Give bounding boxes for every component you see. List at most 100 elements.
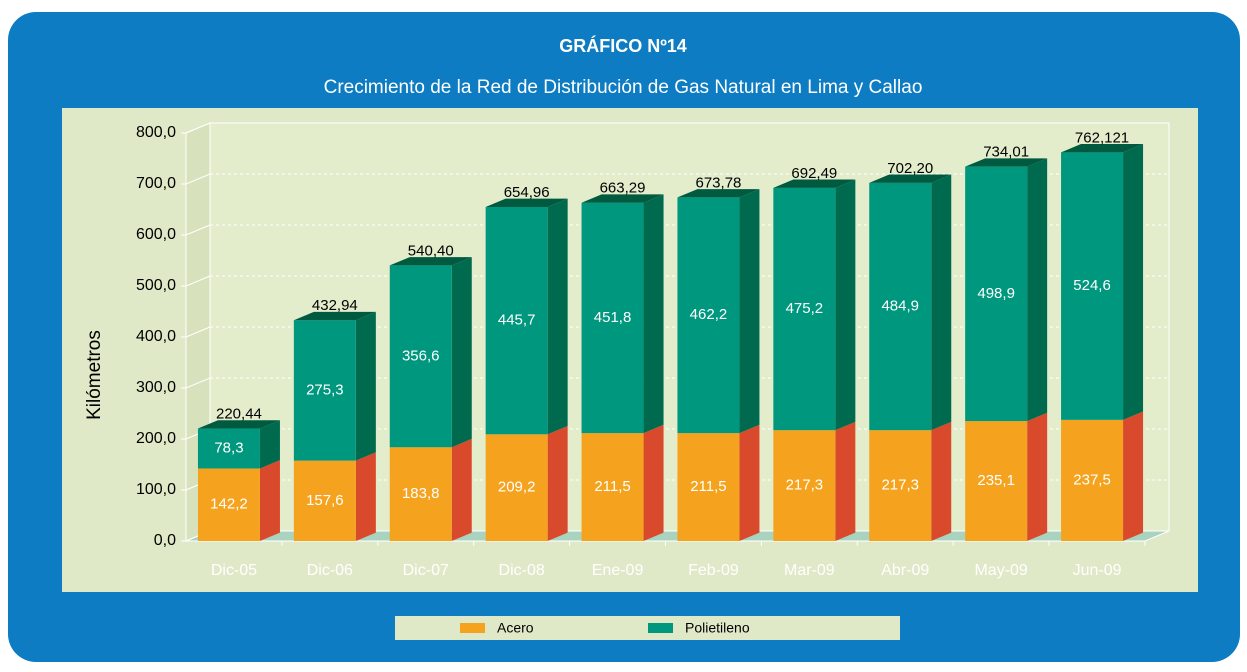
grid-line-side [185,326,211,338]
bar [389,265,452,448]
bar-side [739,189,760,434]
bar-side [739,424,760,541]
value-label: 235,1 [977,472,1015,489]
total-label: 654,96 [504,184,550,201]
x-tick-label: Feb-09 [688,562,739,579]
bar-top [389,257,472,266]
total-label: 692,49 [791,165,837,182]
y-axis-label: Kilómetros [84,330,105,420]
bar-side [259,420,280,469]
value-label: 211,5 [594,478,630,495]
value-label: 217,3 [881,477,919,494]
y-tick-label: 0,0 [154,532,176,549]
bar [677,433,740,541]
bar [581,433,644,541]
bar-side [355,452,376,541]
bar [1061,152,1124,420]
x-tick-label: Jun-09 [1073,562,1122,579]
total-label: 540,40 [408,242,454,259]
bar-top [1061,143,1144,153]
total-label: 702,20 [887,160,933,177]
bar [869,182,932,431]
bar-top [197,420,280,429]
value-label: 445,7 [498,312,536,329]
bar [197,428,260,469]
bar-side [259,460,280,541]
bar-side [355,311,376,461]
bar-top [773,179,856,188]
total-label: 220,44 [216,406,262,423]
bar-side [835,421,856,541]
y-tick-label: 600,0 [136,226,176,243]
chart-subtitle: Crecimiento de la Red de Distribución de… [324,77,923,98]
total-label: 432,94 [312,297,358,314]
bar-side [931,174,952,431]
total-label: 762,121 [1075,129,1129,146]
value-label: 524,6 [1073,277,1111,294]
total-label: 673,78 [696,174,742,191]
y-tick-label: 700,0 [136,175,176,192]
bar [485,434,548,541]
x-tick-label: Dic-08 [499,562,545,579]
bar-top [485,198,568,208]
value-label: 498,9 [977,285,1015,302]
legend-label: Acero [497,620,534,636]
y-tick-label: 500,0 [136,277,176,294]
bar [773,187,836,431]
y-tick-label: 800,0 [136,124,176,141]
x-tick-label: Ene-09 [592,562,644,579]
legend-swatch [460,623,485,633]
legend-label: Polietileno [685,620,750,636]
bar-side [1027,412,1048,541]
bar-top [293,311,376,321]
bar-top [581,194,664,203]
grid-line-side [185,122,211,134]
bar-side [547,198,568,435]
bar [197,468,260,541]
bar-side [643,194,664,434]
total-label: 734,01 [983,144,1029,161]
bar-side [451,257,472,448]
legend-swatch [648,623,673,633]
x-tick-label: Dic-07 [403,562,449,579]
x-tick-label: May-09 [974,562,1027,579]
bar-top [677,189,760,198]
x-tick-label: Dic-06 [307,562,353,579]
value-label: 475,2 [786,300,824,317]
y-tick-label: 100,0 [136,481,176,498]
value-label: 183,8 [402,485,440,502]
value-label: 78,3 [214,439,243,456]
value-label: 356,6 [402,347,440,364]
bar-top [965,158,1048,167]
grid-line-side [185,377,211,389]
grid-line-side [185,275,211,287]
value-label: 217,3 [786,477,824,494]
bar-side [1027,158,1048,422]
bar [293,320,356,461]
value-label: 211,5 [690,478,726,495]
value-label: 484,9 [881,297,919,314]
bar-side [547,425,568,541]
bar [677,197,740,434]
y-tick-label: 300,0 [136,379,176,396]
bar-side [931,421,952,541]
bar [389,447,452,541]
value-label: 462,2 [690,306,728,323]
grid-line-side [185,224,211,236]
value-label: 451,8 [594,309,632,326]
total-label: 663,29 [600,180,646,197]
bar [869,430,932,541]
x-tick-label: Mar-09 [784,562,835,579]
bar [965,421,1028,541]
value-label: 275,3 [306,381,344,398]
bar [1061,419,1124,541]
value-label: 142,2 [210,496,248,513]
bar [581,202,644,434]
bar [293,460,356,541]
value-label: 209,2 [498,479,536,496]
bar-side [1123,143,1144,420]
bar-side [451,438,472,541]
bar-side [835,179,856,431]
